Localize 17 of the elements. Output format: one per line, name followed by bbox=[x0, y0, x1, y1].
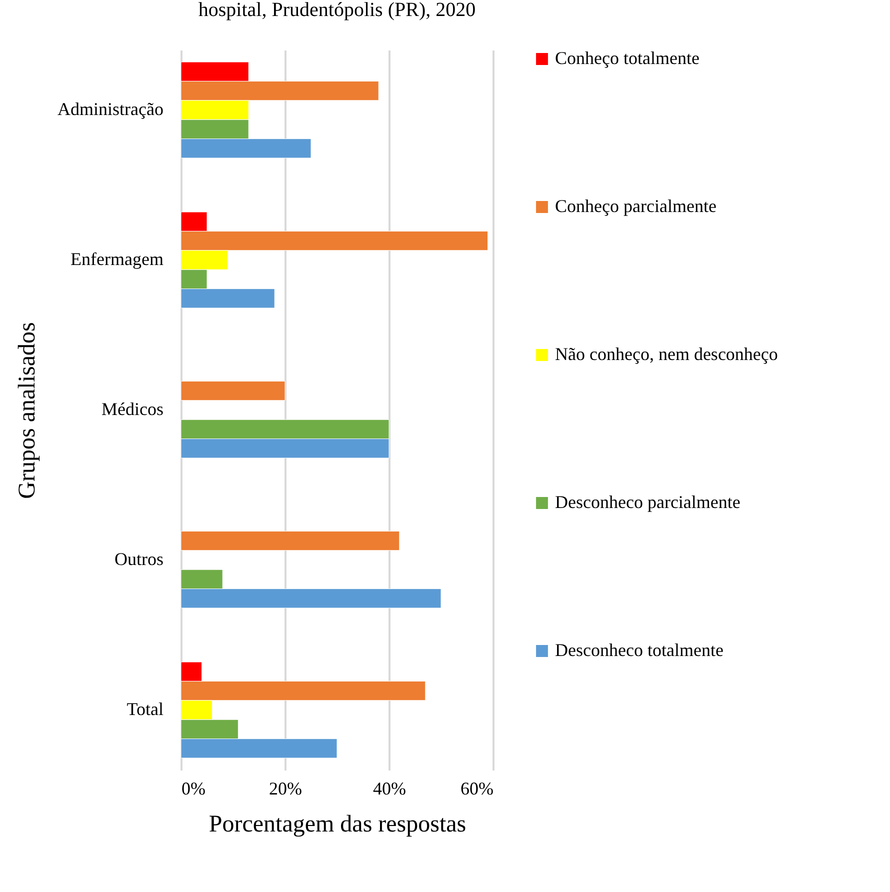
y-axis-title: Grupos analisados bbox=[14, 322, 41, 499]
x-tick-label: 20% bbox=[269, 778, 302, 798]
legend-label: Conheço parcialmente bbox=[555, 196, 716, 216]
x-tick-label: 60% bbox=[460, 778, 494, 798]
legend-label: Desconheco parcialmente bbox=[555, 492, 740, 512]
legend-label: Conheço totalmente bbox=[555, 48, 700, 68]
legend-label: Não conheço, nem desconheço bbox=[555, 344, 778, 364]
y-tick-label: Médicos bbox=[102, 399, 164, 419]
y-tick-label: Administração bbox=[58, 99, 164, 119]
x-tick-label: 0% bbox=[182, 778, 206, 798]
legend-label: Desconheco totalmente bbox=[555, 640, 724, 660]
y-tick-label: Total bbox=[126, 699, 164, 719]
x-tick-label: 40% bbox=[373, 778, 406, 798]
y-tick-label: Enfermagem bbox=[70, 249, 164, 269]
y-tick-label: Outros bbox=[114, 549, 164, 569]
x-axis-title: Porcentagem das respostas bbox=[208, 812, 466, 838]
chart-title: hospital, Prudentópolis (PR), 2020 bbox=[198, 0, 476, 21]
